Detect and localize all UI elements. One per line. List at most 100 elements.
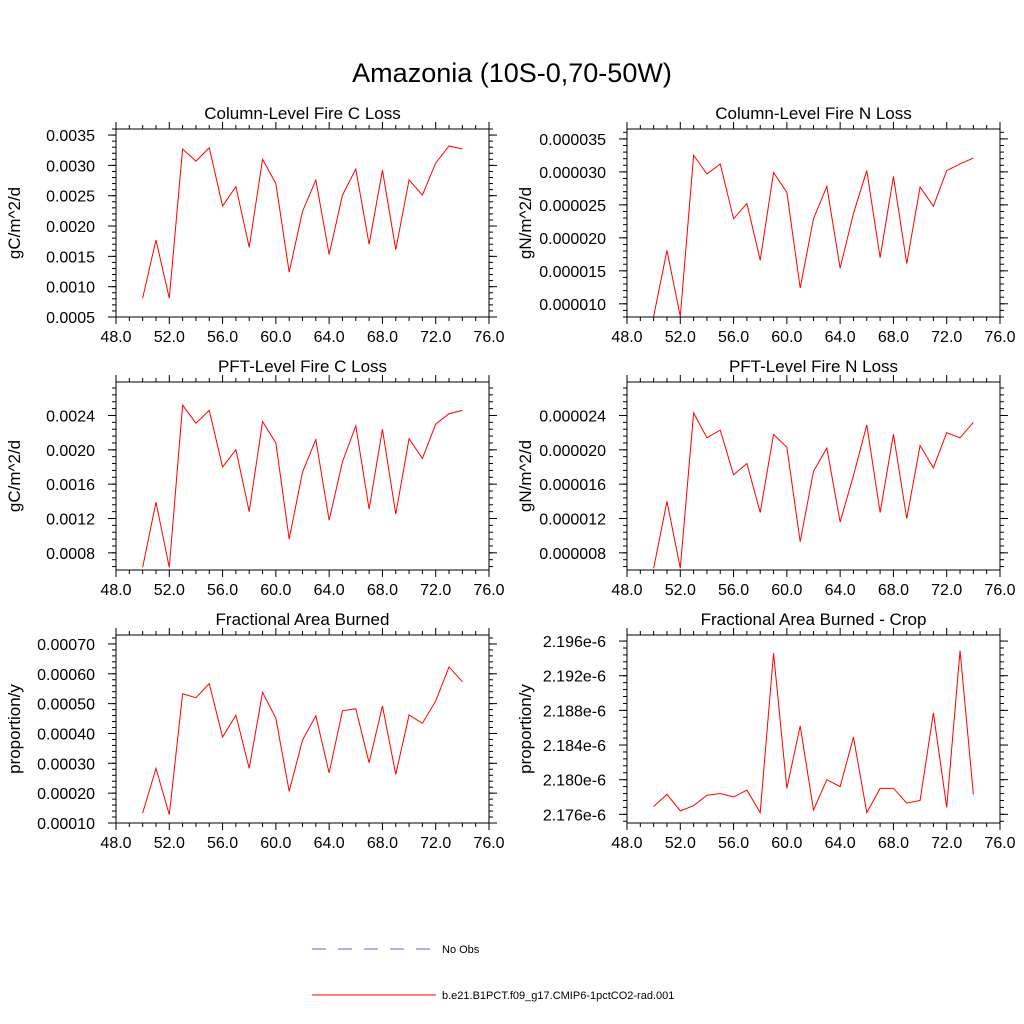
x-tick-label: 68.0 — [367, 835, 398, 852]
x-tick-label: 56.0 — [718, 582, 749, 599]
chart-panel-6: Fractional Area Burned - Crop proportion/… — [516, 610, 1016, 852]
chart-panel-3: PFT-Level Fire C Loss gC/m^2/d 48.0 52.0 56.… — [5, 357, 505, 599]
y-tick-label: 0.00060 — [37, 667, 95, 684]
x-tick-label: 48.0 — [611, 329, 642, 346]
x-tick-label: 48.0 — [100, 835, 131, 852]
x-tick-label: 72.0 — [420, 582, 451, 599]
x-tick-label: 48.0 — [100, 329, 131, 346]
y-tick-label: 0.000024 — [539, 408, 606, 425]
y-tick-label: 0.0005 — [46, 310, 95, 327]
y-axis-label: proportion/y — [516, 684, 535, 774]
x-tick-label: 72.0 — [420, 835, 451, 852]
y-tick-label: 0.0020 — [46, 219, 95, 236]
y-tick-label: 2.188e-6 — [543, 703, 606, 720]
chart-panel-4: PFT-Level Fire N Loss gN/m^2/d 48.0 52.0 56.… — [516, 357, 1016, 599]
x-tick-label: 60.0 — [260, 582, 291, 599]
x-tick-label: 60.0 — [260, 835, 291, 852]
panel-title: PFT-Level Fire C Loss — [218, 357, 387, 376]
x-tick-label: 64.0 — [825, 582, 856, 599]
y-tick-label: 0.0016 — [46, 477, 95, 494]
legend-label-no-obs: No Obs — [442, 944, 480, 956]
x-tick-label: 56.0 — [207, 835, 238, 852]
y-tick-label: 0.000016 — [539, 477, 606, 494]
y-tick-label: 0.0030 — [46, 158, 95, 175]
y-tick-label: 0.0008 — [46, 546, 95, 563]
x-tick-label: 64.0 — [825, 835, 856, 852]
x-tick-label: 76.0 — [984, 582, 1015, 599]
series-line-1 — [653, 153, 974, 317]
chart-panel-1: Column-Level Fire C Loss gC/m^2/d 48.0 52.0… — [5, 104, 505, 346]
x-tick-label: 68.0 — [367, 329, 398, 346]
x-tick-label: 56.0 — [207, 329, 238, 346]
y-tick-label: 0.000030 — [539, 165, 606, 182]
x-tick-label: 52.0 — [154, 329, 185, 346]
series-line-1 — [653, 411, 974, 569]
x-tick-label: 76.0 — [473, 329, 504, 346]
y-tick-label: 0.00040 — [37, 726, 95, 743]
x-tick-label: 72.0 — [931, 582, 962, 599]
y-tick-label: 0.0035 — [46, 128, 95, 145]
legend-label-model: b.e21.B1PCT.f09_g17.CMIP6-1pctCO2-rad.00… — [442, 990, 674, 1002]
x-tick-label: 56.0 — [207, 582, 238, 599]
y-tick-label: 2.196e-6 — [543, 634, 606, 651]
y-tick-label: 2.184e-6 — [543, 738, 606, 755]
x-tick-label: 52.0 — [154, 582, 185, 599]
legend: No Obs b.e21.B1PCT.f09_g17.CMIP6-1pctCO2… — [312, 944, 674, 1002]
x-tick-label: 52.0 — [154, 835, 185, 852]
x-tick-label: 64.0 — [825, 329, 856, 346]
x-tick-label: 64.0 — [314, 329, 345, 346]
y-axis-label: gC/m^2/d — [5, 187, 24, 259]
y-axis-label: gC/m^2/d — [5, 440, 24, 512]
panel-title: Fractional Area Burned - Crop — [701, 610, 927, 629]
panel-title: Column-Level Fire C Loss — [204, 104, 401, 123]
x-tick-label: 68.0 — [878, 835, 909, 852]
y-axis-label: gN/m^2/d — [516, 187, 535, 259]
series-line-1 — [142, 665, 463, 815]
x-tick-label: 52.0 — [665, 582, 696, 599]
x-tick-label: 76.0 — [473, 582, 504, 599]
x-tick-label: 60.0 — [260, 329, 291, 346]
y-axis-label: proportion/y — [5, 684, 24, 774]
x-tick-label: 60.0 — [771, 835, 802, 852]
x-tick-label: 72.0 — [931, 329, 962, 346]
y-tick-label: 0.0015 — [46, 249, 95, 266]
x-tick-label: 56.0 — [718, 835, 749, 852]
y-tick-label: 0.000012 — [539, 511, 606, 528]
x-tick-label: 68.0 — [878, 329, 909, 346]
panel-title: Column-Level Fire N Loss — [715, 104, 912, 123]
y-tick-label: 0.00020 — [37, 786, 95, 803]
y-tick-label: 0.0024 — [46, 408, 95, 425]
x-tick-label: 72.0 — [931, 835, 962, 852]
y-tick-label: 0.000010 — [539, 297, 606, 314]
x-tick-label: 52.0 — [665, 835, 696, 852]
x-tick-label: 56.0 — [718, 329, 749, 346]
x-tick-label: 64.0 — [314, 582, 345, 599]
x-tick-label: 60.0 — [771, 582, 802, 599]
figure-title: Amazonia (10S-0,70-50W) — [352, 58, 672, 88]
x-tick-label: 60.0 — [771, 329, 802, 346]
panel-title: PFT-Level Fire N Loss — [729, 357, 898, 376]
series-line-1 — [142, 145, 463, 299]
y-tick-label: 0.000015 — [539, 264, 606, 281]
y-tick-label: 0.000008 — [539, 546, 606, 563]
y-tick-label: 0.0020 — [46, 443, 95, 460]
panels: Column-Level Fire C Loss gC/m^2/d 48.0 52.0… — [5, 104, 1016, 852]
x-tick-label: 52.0 — [665, 329, 696, 346]
series-line-1 — [142, 403, 463, 568]
x-tick-label: 76.0 — [984, 329, 1015, 346]
y-tick-label: 0.00010 — [37, 816, 95, 833]
y-tick-label: 0.000020 — [539, 231, 606, 248]
y-tick-label: 0.0010 — [46, 280, 95, 297]
y-axis-label: gN/m^2/d — [516, 440, 535, 512]
x-tick-label: 68.0 — [367, 582, 398, 599]
x-tick-label: 76.0 — [473, 835, 504, 852]
x-tick-label: 68.0 — [878, 582, 909, 599]
panel-title: Fractional Area Burned — [216, 610, 390, 629]
series-line-1 — [653, 650, 974, 815]
y-tick-label: 2.180e-6 — [543, 773, 606, 790]
x-tick-label: 64.0 — [314, 835, 345, 852]
x-tick-label: 76.0 — [984, 835, 1015, 852]
x-tick-label: 48.0 — [100, 582, 131, 599]
